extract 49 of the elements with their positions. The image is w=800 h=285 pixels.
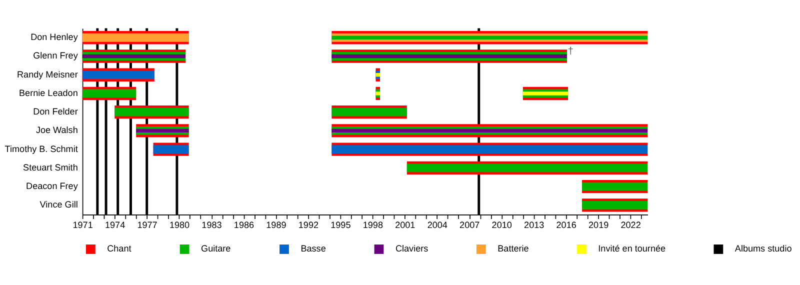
- legend-label: Guitare: [201, 244, 231, 254]
- bar: [332, 108, 407, 116]
- x-tick-label: 1989: [266, 220, 286, 230]
- legend-label: Claviers: [395, 244, 429, 254]
- bar: [582, 182, 648, 191]
- y-tick-label: Timothy B. Schmit: [4, 144, 78, 154]
- bar: [376, 73, 380, 77]
- y-tick-label: Bernie Leadon: [19, 88, 78, 98]
- y-tick-label: Joe Walsh: [36, 125, 78, 136]
- y-tick-label: Don Felder: [33, 106, 78, 117]
- bar: [582, 200, 648, 210]
- x-tick-label: 2001: [395, 220, 416, 230]
- y-tick-label: Randy Meisner: [17, 69, 78, 80]
- x-tick-label: 2022: [620, 220, 641, 230]
- x-tick-label: 1983: [202, 220, 222, 230]
- y-tick-label: Steuart Smith: [23, 162, 78, 172]
- bar: [82, 89, 136, 98]
- bar: [114, 108, 189, 116]
- x-tick-label: 2007: [460, 220, 480, 230]
- x-tick-label: 2019: [588, 220, 609, 230]
- bar: [406, 164, 648, 172]
- x-tick-label: 1974: [104, 220, 126, 230]
- y-tick-label: Don Henley: [30, 32, 78, 42]
- x-tick-label: 1998: [362, 220, 383, 230]
- legend-label: Albums studio: [734, 244, 792, 254]
- bar: [376, 92, 380, 96]
- bar: [522, 92, 568, 96]
- legend-label: Invité en tournée: [598, 244, 666, 254]
- x-tick-label: 2013: [524, 220, 544, 230]
- x-tick-label: 1977: [137, 220, 158, 230]
- annotation: †: [568, 46, 574, 57]
- x-tick-label: 1986: [234, 220, 254, 230]
- bar: [82, 70, 154, 80]
- x-tick-label: 1995: [330, 220, 351, 230]
- legend-label: Basse: [300, 244, 326, 254]
- bar: [332, 145, 648, 154]
- y-tick-label: Glenn Frey: [33, 50, 78, 61]
- x-tick-label: 1992: [298, 220, 319, 230]
- x-tick-label: 1971: [72, 220, 93, 230]
- bar: [82, 33, 189, 42]
- legend-label: Batterie: [498, 244, 529, 254]
- legend-label: Chant: [107, 244, 132, 254]
- x-tick-label: 2010: [492, 220, 512, 230]
- x-tick-label: 2004: [427, 220, 448, 230]
- bar: [153, 145, 189, 154]
- y-tick-label: Vince Gill: [40, 200, 78, 210]
- x-tick-label: 1980: [169, 220, 190, 230]
- x-tick-label: 2016: [556, 220, 576, 230]
- y-tick-label: Deacon Frey: [26, 181, 78, 192]
